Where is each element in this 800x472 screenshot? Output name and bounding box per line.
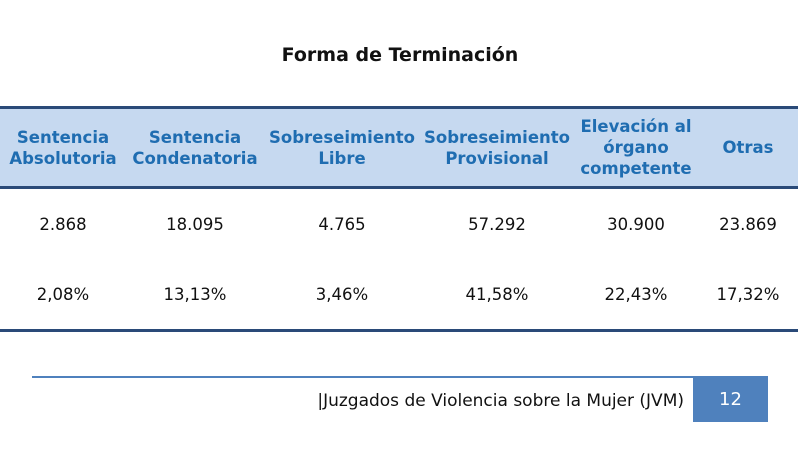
table-cell: 41,58% [420, 259, 574, 332]
header-row: Sentencia Absolutoria Sentencia Condenat… [0, 106, 798, 189]
footer-divider [32, 376, 768, 378]
footer-text: |Juzgados de Violencia sobre la Mujer (J… [317, 391, 684, 411]
page-number: 12 [693, 377, 768, 422]
table-cell: 18.095 [166, 214, 224, 234]
header-cell: Sentencia Condenatoria [126, 106, 264, 189]
table-cell: 2,08% [0, 259, 126, 332]
header-cell: Otras [698, 106, 798, 189]
table-cell: 3,46% [264, 259, 420, 332]
table-cell: 13,13% [126, 259, 264, 332]
header-cell: Elevación al órgano competente [574, 106, 698, 189]
table-row: 2.868 18.095 4.765 57.292 30.900 23.869 [0, 188, 798, 260]
table-cell: 30.900 [607, 214, 665, 234]
table-title: Forma de Terminación [281, 44, 519, 66]
header-cell: Sentencia Absolutoria [0, 106, 126, 189]
table-row: 2,08% 13,13% 3,46% 41,58% 22,43% 17,32% [0, 259, 798, 332]
header-cell: Sobreseimiento Provisional [420, 106, 574, 189]
table-cell: 57.292 [468, 214, 526, 234]
table-cell: 22,43% [574, 259, 698, 332]
table-cell: 4.765 [318, 214, 366, 234]
header-cell: Sobreseimiento Libre [264, 106, 420, 189]
table-cell: 17,32% [698, 259, 798, 332]
table-cell: 23.869 [719, 214, 777, 234]
table-cell: 2.868 [39, 214, 87, 234]
termination-table: Sentencia Absolutoria Sentencia Condenat… [0, 106, 798, 332]
